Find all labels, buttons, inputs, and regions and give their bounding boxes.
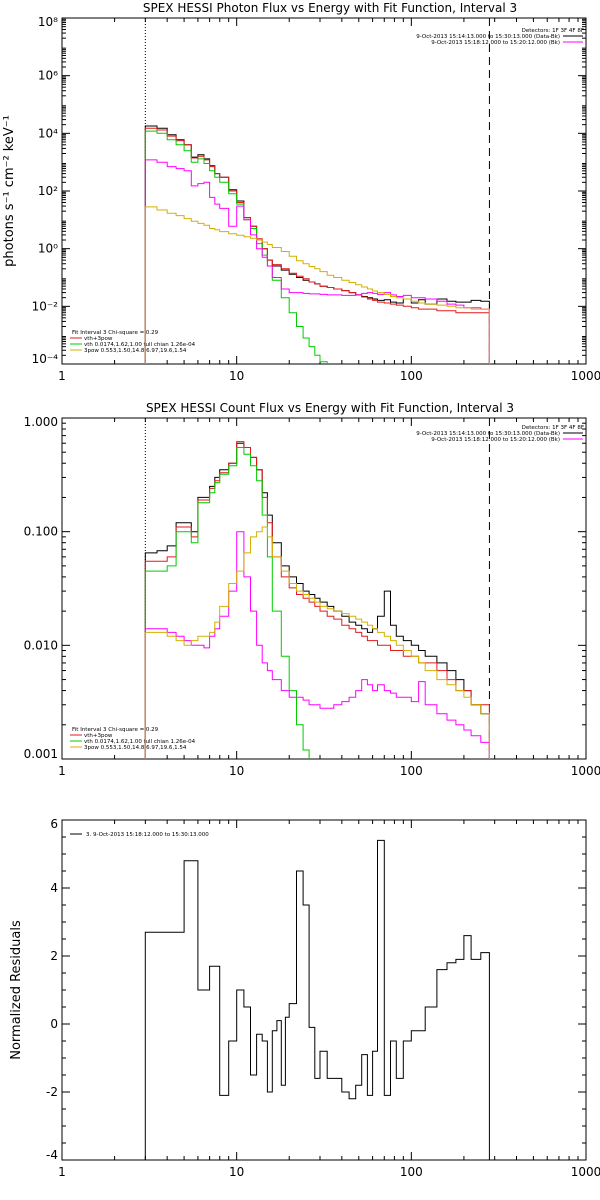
legend-text: 3pow 0.553,1.50,14.8,6.97,19.6,1.54 — [84, 745, 187, 751]
x-tick-label: 100 — [400, 369, 423, 383]
legend-text: Fit Interval 3 Chi-square = 0.29 — [72, 727, 159, 733]
y-tick-label: 0.010 — [24, 638, 58, 652]
y-tick-label: 0 — [50, 1017, 58, 1031]
plot-frame — [61, 417, 587, 760]
legend-text: Fit Interval 3 Chi-square = 0.29 — [72, 330, 159, 336]
y-tick-label: 10⁰ — [38, 242, 58, 256]
series-residuals — [144, 839, 490, 1160]
y-tick-label: 4 — [50, 881, 58, 895]
legend-text: Detectors: 1F 3F 4F 8F — [522, 425, 584, 431]
x-tick-label: 10 — [229, 369, 244, 383]
x-tick-label: 100 — [400, 1165, 423, 1179]
series-vth — [144, 447, 310, 759]
residuals-panel: Normalized Residuals 3. 9-Oct-2013 15:18… — [9, 817, 600, 1179]
y-tick-label: 10⁴ — [38, 126, 58, 140]
legend-text: vth 0.0174,1.62,1.00 full chian 1.26e-04 — [84, 739, 196, 745]
legend-text: 9-Oct-2013 15:14:13.000 to 15:30:13.000 … — [416, 34, 560, 40]
y-tick-label: -4 — [46, 1148, 58, 1162]
legend-top-right: Detectors: 1F 3F 4F 8F 9-Oct-2013 15:14:… — [416, 425, 584, 443]
y-axis-label: Normalized Residuals — [9, 920, 24, 1060]
legend-bottom-left: Fit Interval 3 Chi-square = 0.29 vth+3po… — [70, 330, 196, 354]
legend-text: Detectors: 1F 3F 4F 8F — [522, 28, 584, 34]
x-tick-label: 1000 — [571, 1165, 600, 1179]
plot-frame — [61, 819, 587, 1161]
x-tick-label: 1000 — [571, 764, 600, 778]
chart-title: SPEX HESSI Photon Flux vs Energy with Fi… — [143, 1, 517, 15]
y-tick-label: 0.001 — [24, 747, 58, 761]
series-bk — [144, 206, 490, 364]
legend-text: 9-Oct-2013 15:14:13.000 to 15:30:13.000 … — [416, 431, 560, 437]
y-tick-label: 10⁻⁴ — [32, 352, 59, 366]
y-tick-label: 0.100 — [24, 525, 58, 539]
plot-frame — [61, 17, 587, 365]
series-vth-3pow — [144, 441, 490, 759]
series-3pow — [144, 159, 490, 364]
series-data-bk — [144, 442, 490, 759]
legend-text: 9-Oct-2013 15:18:12.000 to 15:20:12.000 … — [431, 437, 560, 443]
legend-text: 3pow 0.553,1.50,14.8,6.97,19.6,1.54 — [84, 348, 187, 354]
legend-text: 3. 9-Oct-2013 15:18:12.000 to 15:30:13.0… — [86, 832, 209, 838]
y-tick-label: 2 — [50, 949, 58, 963]
y-axis-label: photons s⁻¹ cm⁻² keV⁻¹ — [2, 115, 17, 267]
series-vth — [144, 130, 328, 364]
chart-title: SPEX HESSI Count Flux vs Energy with Fit… — [146, 401, 514, 415]
x-tick-label: 10 — [229, 1165, 244, 1179]
legend-top-right: Detectors: 1F 3F 4F 8F 9-Oct-2013 15:14:… — [416, 28, 584, 46]
y-tick-label: 10⁻² — [32, 299, 59, 313]
x-tick-label: 1 — [58, 1165, 66, 1179]
x-tick-label: 100 — [400, 764, 423, 778]
x-tick-label: 1 — [58, 764, 66, 778]
series-bk — [144, 526, 490, 759]
y-tick-label: -2 — [46, 1085, 58, 1099]
legend-bottom-left: Fit Interval 3 Chi-square = 0.29 vth+3po… — [70, 727, 196, 751]
legend-text: vth+3pow — [84, 733, 113, 739]
y-tick-label: 10⁸ — [38, 15, 58, 29]
photon-flux-panel: SPEX HESSI Photon Flux vs Energy with Fi… — [2, 1, 600, 383]
series-vth-3pow — [144, 127, 490, 364]
y-tick-label: 6 — [50, 817, 58, 831]
x-tick-label: 1000 — [571, 369, 600, 383]
legend-text: 9-Oct-2013 15:18:12.000 to 15:20:12.000 … — [431, 40, 560, 46]
y-tick-label: 10² — [38, 184, 58, 198]
series-3pow — [144, 531, 490, 759]
x-tick-label: 1 — [58, 369, 66, 383]
y-tick-label: 10⁶ — [38, 69, 58, 83]
legend-text: vth 0.0174,1.62,1.00 full chian 1.26e-04 — [84, 342, 196, 348]
count-flux-panel: SPEX HESSI Count Flux vs Energy with Fit… — [24, 401, 600, 778]
y-tick-label: 1.000 — [24, 415, 58, 429]
legend-text: vth+3pow — [84, 336, 113, 342]
x-tick-label: 10 — [229, 764, 244, 778]
